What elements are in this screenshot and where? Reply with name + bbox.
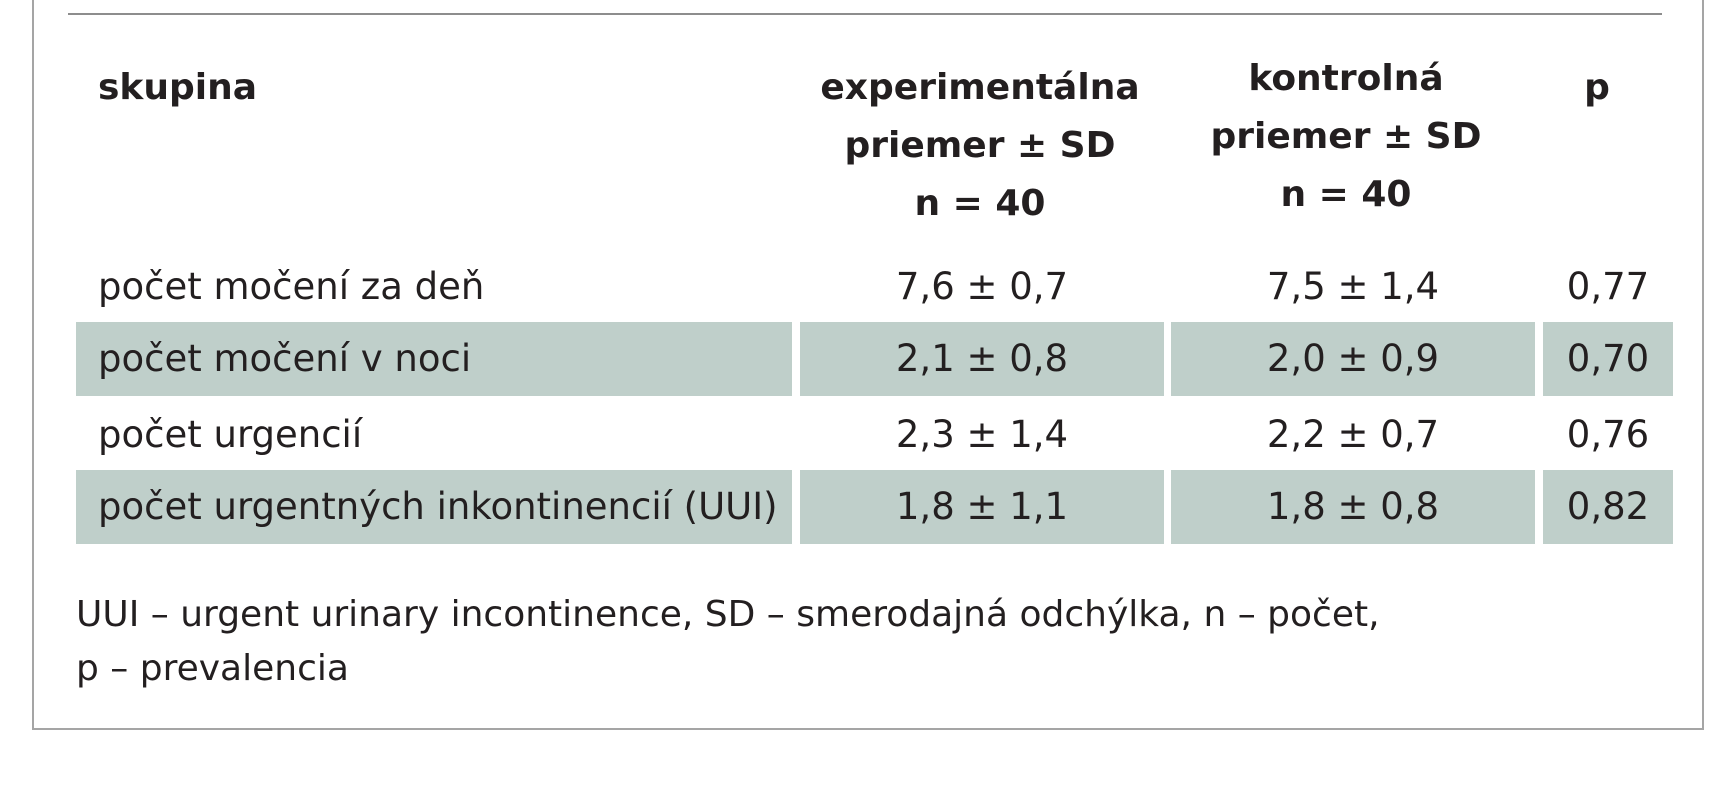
footnote-line-2: p – prevalencia	[76, 648, 349, 689]
row-label: počet urgencií	[98, 413, 363, 456]
row-p-value: 0,76	[1566, 413, 1650, 456]
header-control-line-2: priemer ± SD	[1210, 116, 1482, 157]
row-experimental-value: 7,6 ± 0,7	[895, 265, 1069, 308]
row-control-value: 1,8 ± 0,8	[1171, 470, 1535, 544]
row-label: počet urgentných inkontinencií (UUI)	[76, 470, 792, 544]
row-experimental-value: 2,3 ± 1,4	[895, 413, 1069, 456]
header-control-line-3: n = 40	[1280, 174, 1412, 215]
header-group-label: skupina	[98, 67, 258, 108]
table-footnote: UUI – urgent urinary incontinence, SD – …	[76, 588, 1636, 696]
row-experimental-value: 2,1 ± 0,8	[800, 322, 1164, 396]
row-p-value: 0,77	[1566, 265, 1650, 308]
header-p-label: p	[1584, 67, 1610, 108]
top-rule	[68, 13, 1662, 15]
header-control-line-1: kontrolná	[1248, 58, 1444, 99]
header-experimental-line-1: experimentálna	[820, 67, 1140, 108]
row-control-value: 7,5 ± 1,4	[1266, 265, 1440, 308]
row-label: počet močení za deň	[98, 265, 485, 308]
row-experimental-value: 1,8 ± 1,1	[800, 470, 1164, 544]
header-p: p	[1532, 59, 1662, 117]
footnote-line-1: UUI – urgent urinary incontinence, SD – …	[76, 594, 1380, 635]
row-label: počet močení v noci	[76, 322, 792, 396]
header-experimental: experimentálna priemer ± SD n = 40	[800, 59, 1160, 233]
row-control-value: 2,0 ± 0,9	[1171, 322, 1535, 396]
row-p-value: 0,82	[1543, 470, 1673, 544]
header-experimental-line-2: priemer ± SD	[844, 125, 1116, 166]
table-frame	[32, 0, 1704, 730]
row-p-value: 0,70	[1543, 322, 1673, 396]
header-experimental-line-3: n = 40	[914, 183, 1046, 224]
header-control: kontrolná priemer ± SD n = 40	[1166, 50, 1526, 224]
row-control-value: 2,2 ± 0,7	[1266, 413, 1440, 456]
header-group: skupina	[98, 59, 257, 117]
